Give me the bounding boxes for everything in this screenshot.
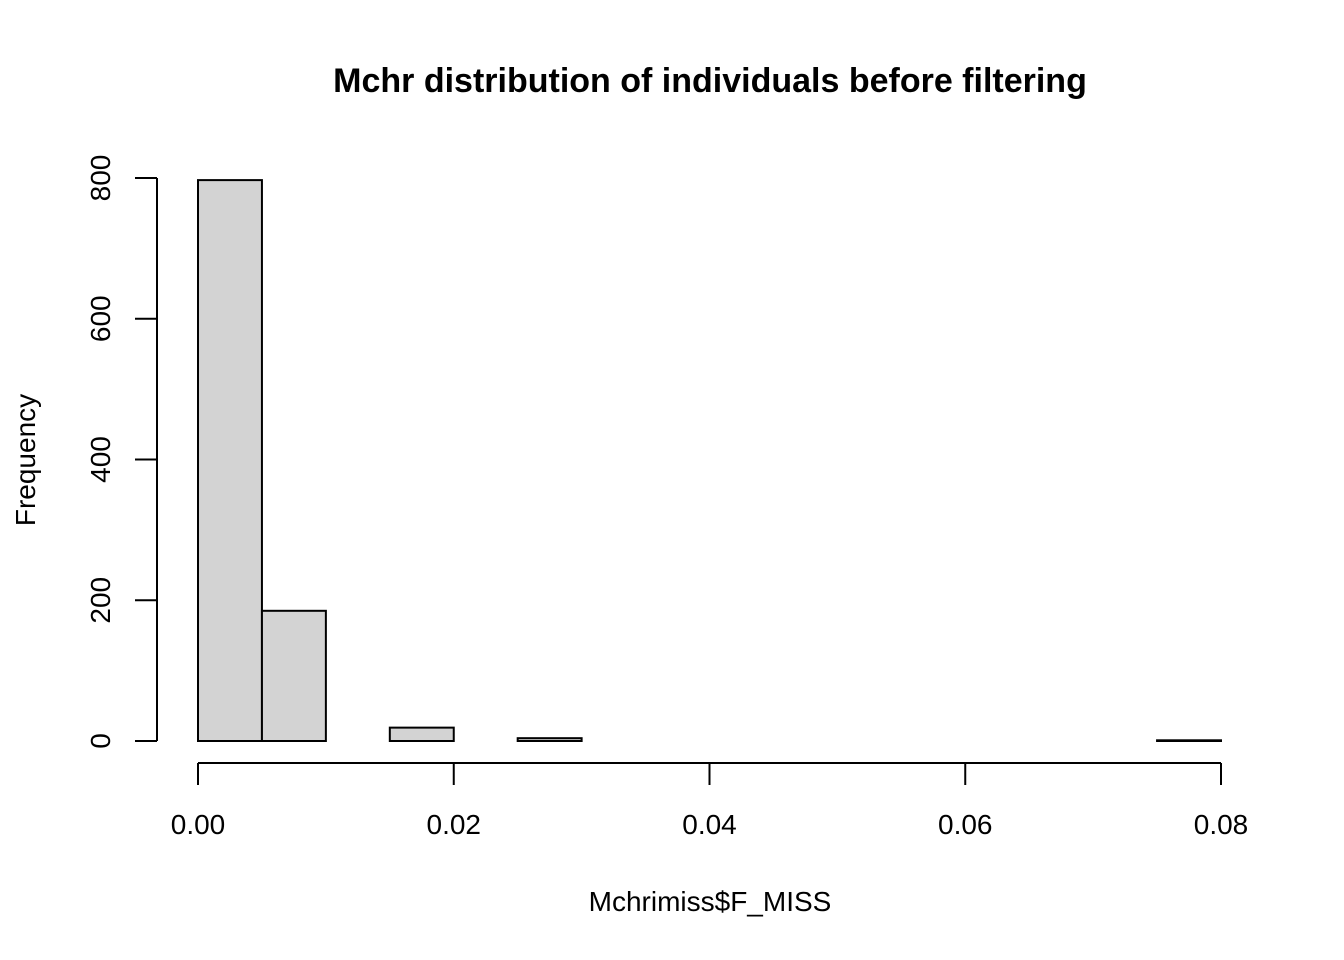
chart-title: Mchr distribution of individuals before … bbox=[333, 62, 1087, 100]
x-tick-label-0: 0.00 bbox=[171, 809, 226, 840]
histogram-bar-5 bbox=[516, 737, 583, 742]
x-tick-label-1: 0.02 bbox=[427, 809, 482, 840]
y-axis: 0 200 400 600 800 bbox=[85, 155, 158, 749]
histogram-bar-3 bbox=[388, 726, 455, 742]
x-tick-label-2: 0.04 bbox=[682, 809, 737, 840]
y-tick-label-4: 800 bbox=[85, 155, 116, 202]
histogram-bar-15 bbox=[1156, 739, 1222, 743]
y-tick-label-0: 0 bbox=[85, 733, 116, 749]
x-axis: 0.00 0.02 0.04 0.06 0.08 bbox=[171, 762, 1249, 840]
bars-group bbox=[197, 179, 1222, 743]
histogram-bar-1 bbox=[260, 609, 327, 743]
x-axis-label: Mchrimiss$F_MISS bbox=[589, 886, 832, 917]
y-axis-label: Frequency bbox=[10, 394, 41, 526]
y-tick-label-2: 400 bbox=[85, 436, 116, 483]
histogram-bar-0 bbox=[197, 179, 263, 742]
x-tick-label-4: 0.08 bbox=[1194, 809, 1249, 840]
y-tick-label-3: 600 bbox=[85, 295, 116, 342]
x-tick-label-3: 0.06 bbox=[938, 809, 993, 840]
y-tick-label-1: 200 bbox=[85, 577, 116, 624]
